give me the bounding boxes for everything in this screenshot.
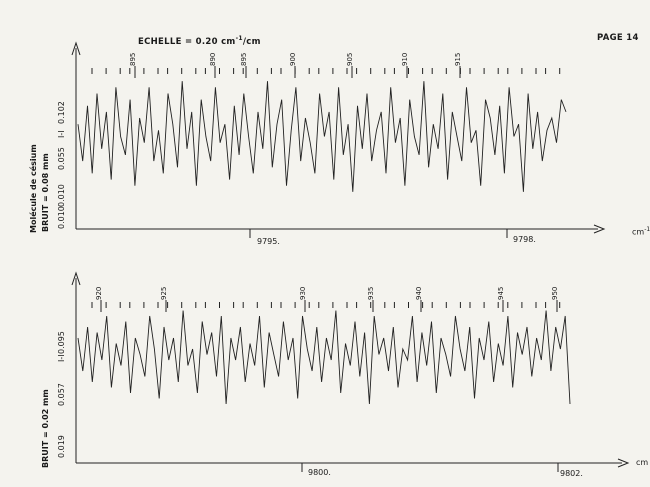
panel-2-line — [77, 310, 571, 405]
panel-1-line-number-label: 915 — [454, 53, 462, 66]
panel-1-line-number-label: 900 — [289, 53, 297, 66]
xtick-2-a: 9800. — [308, 468, 331, 477]
xtick-1-b: 9798. — [513, 235, 536, 244]
panel-1-line-number-label: 895 — [129, 53, 137, 66]
panel-1-line — [77, 81, 567, 192]
page-number: PAGE 14 — [597, 33, 639, 43]
panel-2-line-number-label: 945 — [497, 287, 505, 300]
scale-text: ECHELLE = 0.20 cm — [138, 36, 236, 47]
scale-label: ECHELLE = 0.20 cm-1/cm — [138, 35, 261, 47]
panel-1-line-markers: 895 890 895 900 905 910 915 — [91, 53, 561, 78]
panel-1-axes — [71, 41, 606, 238]
panel-1-trace — [77, 81, 567, 192]
xtick-2-b: 9802. — [560, 469, 583, 478]
xunit-1-text: cm — [632, 227, 645, 237]
scale-tail: /cm — [242, 36, 261, 47]
xtick-1-a: 9795. — [257, 237, 280, 246]
panel-2-line-number-label: 920 — [95, 287, 103, 300]
xunit-1: cm-1 — [632, 227, 650, 237]
panel-2-line-number-label: 930 — [299, 287, 307, 300]
panel-2-line-number-label: 935 — [367, 287, 375, 300]
panel-1-line-number-label: 890 — [209, 53, 217, 66]
scale-superscript: -1 — [235, 35, 243, 42]
xunit-1-superscript: -1 — [644, 226, 650, 233]
panel-2-axes — [71, 271, 630, 472]
panel-1-line-number-label: 905 — [346, 53, 354, 66]
panel-1-line-number-label: 910 — [401, 53, 409, 66]
panel-2-trace — [77, 310, 571, 405]
panel-2-line-number-label: 925 — [160, 287, 168, 300]
panel-1-line-number-label: 895 — [240, 53, 248, 66]
xunit-2: cm — [636, 458, 649, 467]
panel-2-line-markers: 920 925 930 935 940 945 950 — [91, 287, 561, 312]
panel-2-line-number-label: 950 — [551, 287, 559, 300]
panel-2-line-number-label: 940 — [415, 287, 423, 300]
